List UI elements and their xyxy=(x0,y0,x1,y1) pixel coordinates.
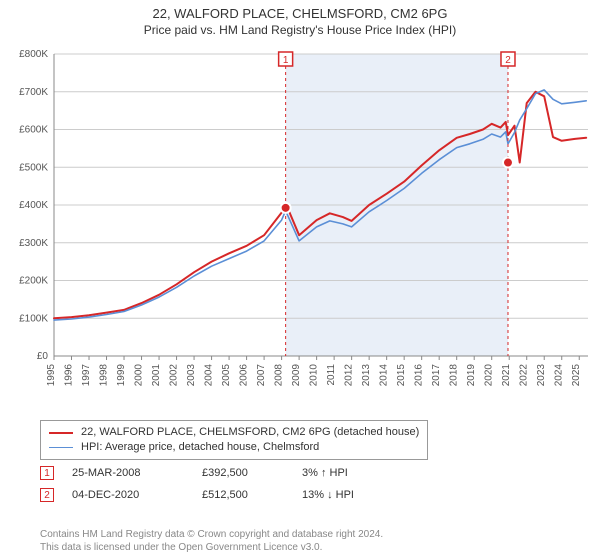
transaction-dot-2 xyxy=(503,158,513,168)
x-tick-label: 2015 xyxy=(396,364,407,387)
y-tick-label: £800K xyxy=(19,49,48,60)
x-tick-label: 2011 xyxy=(326,364,337,386)
x-tick-label: 2007 xyxy=(256,364,267,387)
transaction-marker-1: 1 xyxy=(40,466,54,480)
price-chart: £0 £100K £200K £300K £400K £500K £600K £700K £80… xyxy=(0,44,600,414)
x-tick-label: 2012 xyxy=(344,364,355,387)
y-tick-label: £700K xyxy=(19,87,48,98)
transaction-delta-2: 13% ↓ HPI xyxy=(302,489,402,501)
transaction-marker-num-2: 2 xyxy=(505,55,511,66)
footer-line-1: Contains HM Land Registry data © Crown c… xyxy=(40,528,383,541)
transaction-marker-2: 2 xyxy=(40,488,54,502)
x-tick-label: 2010 xyxy=(309,364,320,387)
x-tick-label: 2018 xyxy=(449,364,460,387)
x-tick-label: 2008 xyxy=(274,364,285,387)
x-tick-label: 2025 xyxy=(571,364,582,387)
y-tick-label: £600K xyxy=(19,125,48,136)
page-title: 22, WALFORD PLACE, CHELMSFORD, CM2 6PG xyxy=(0,0,600,21)
x-tick-label: 2006 xyxy=(239,364,250,387)
x-tick-label: 1997 xyxy=(81,364,92,387)
y-tick-label: £200K xyxy=(19,276,48,287)
transaction-dot-1 xyxy=(281,203,291,213)
x-tick-label: 2005 xyxy=(221,364,232,387)
x-tick-label: 1996 xyxy=(64,364,75,387)
footer-line-2: This data is licensed under the Open Gov… xyxy=(40,541,383,554)
x-tick-label: 2014 xyxy=(379,364,390,387)
x-tick-label: 2000 xyxy=(134,364,145,387)
y-tick-label: £100K xyxy=(19,313,48,324)
page-subtitle: Price paid vs. HM Land Registry's House … xyxy=(0,21,600,37)
legend-label-hpi: HPI: Average price, detached house, Chel… xyxy=(81,440,319,455)
x-tick-label: 2001 xyxy=(151,364,162,387)
x-tick-label: 2021 xyxy=(501,364,512,387)
transaction-row-1: 1 25-MAR-2008 £392,500 3% ↑ HPI xyxy=(40,462,402,484)
transaction-delta-1: 3% ↑ HPI xyxy=(302,467,402,479)
y-tick-label: £400K xyxy=(19,200,48,211)
legend-item-hpi: HPI: Average price, detached house, Chel… xyxy=(49,440,419,455)
y-tick-label: £300K xyxy=(19,238,48,249)
x-tick-label: 2009 xyxy=(291,364,302,387)
legend-swatch-property xyxy=(49,432,73,434)
transaction-marker-num-1: 1 xyxy=(283,55,289,66)
x-tick-label: 1999 xyxy=(116,364,127,387)
transaction-row-2: 2 04-DEC-2020 £512,500 13% ↓ HPI xyxy=(40,484,402,506)
x-tick-label: 2022 xyxy=(519,364,530,387)
x-tick-label: 2013 xyxy=(361,364,372,387)
transaction-date-1: 25-MAR-2008 xyxy=(72,467,202,479)
transaction-date-2: 04-DEC-2020 xyxy=(72,489,202,501)
transaction-price-2: £512,500 xyxy=(202,489,302,501)
x-tick-label: 2003 xyxy=(186,364,197,387)
legend: 22, WALFORD PLACE, CHELMSFORD, CM2 6PG (… xyxy=(40,420,428,460)
legend-swatch-hpi xyxy=(49,447,73,448)
x-tick-label: 1998 xyxy=(99,364,110,387)
x-tick-label: 2019 xyxy=(466,364,477,387)
legend-item-property: 22, WALFORD PLACE, CHELMSFORD, CM2 6PG (… xyxy=(49,425,419,440)
chart-svg: £0 £100K £200K £300K £400K £500K £600K £700K £80… xyxy=(0,44,600,414)
x-tick-label: 2024 xyxy=(554,364,565,387)
transaction-price-1: £392,500 xyxy=(202,467,302,479)
y-tick-label: £500K xyxy=(19,162,48,173)
legend-label-property: 22, WALFORD PLACE, CHELMSFORD, CM2 6PG (… xyxy=(81,425,419,440)
x-tick-label: 2016 xyxy=(414,364,425,387)
x-tick-label: 2017 xyxy=(431,364,442,387)
y-tick-label: £0 xyxy=(37,351,49,362)
page-root: 22, WALFORD PLACE, CHELMSFORD, CM2 6PG P… xyxy=(0,0,600,560)
footer: Contains HM Land Registry data © Crown c… xyxy=(40,528,383,554)
x-tick-label: 1995 xyxy=(46,364,57,387)
x-tick-label: 2020 xyxy=(484,364,495,387)
x-tick-label: 2002 xyxy=(169,364,180,387)
x-tick-label: 2004 xyxy=(204,364,215,387)
x-tick-label: 2023 xyxy=(536,364,547,387)
transactions-table: 1 25-MAR-2008 £392,500 3% ↑ HPI 2 04-DEC… xyxy=(40,462,402,506)
